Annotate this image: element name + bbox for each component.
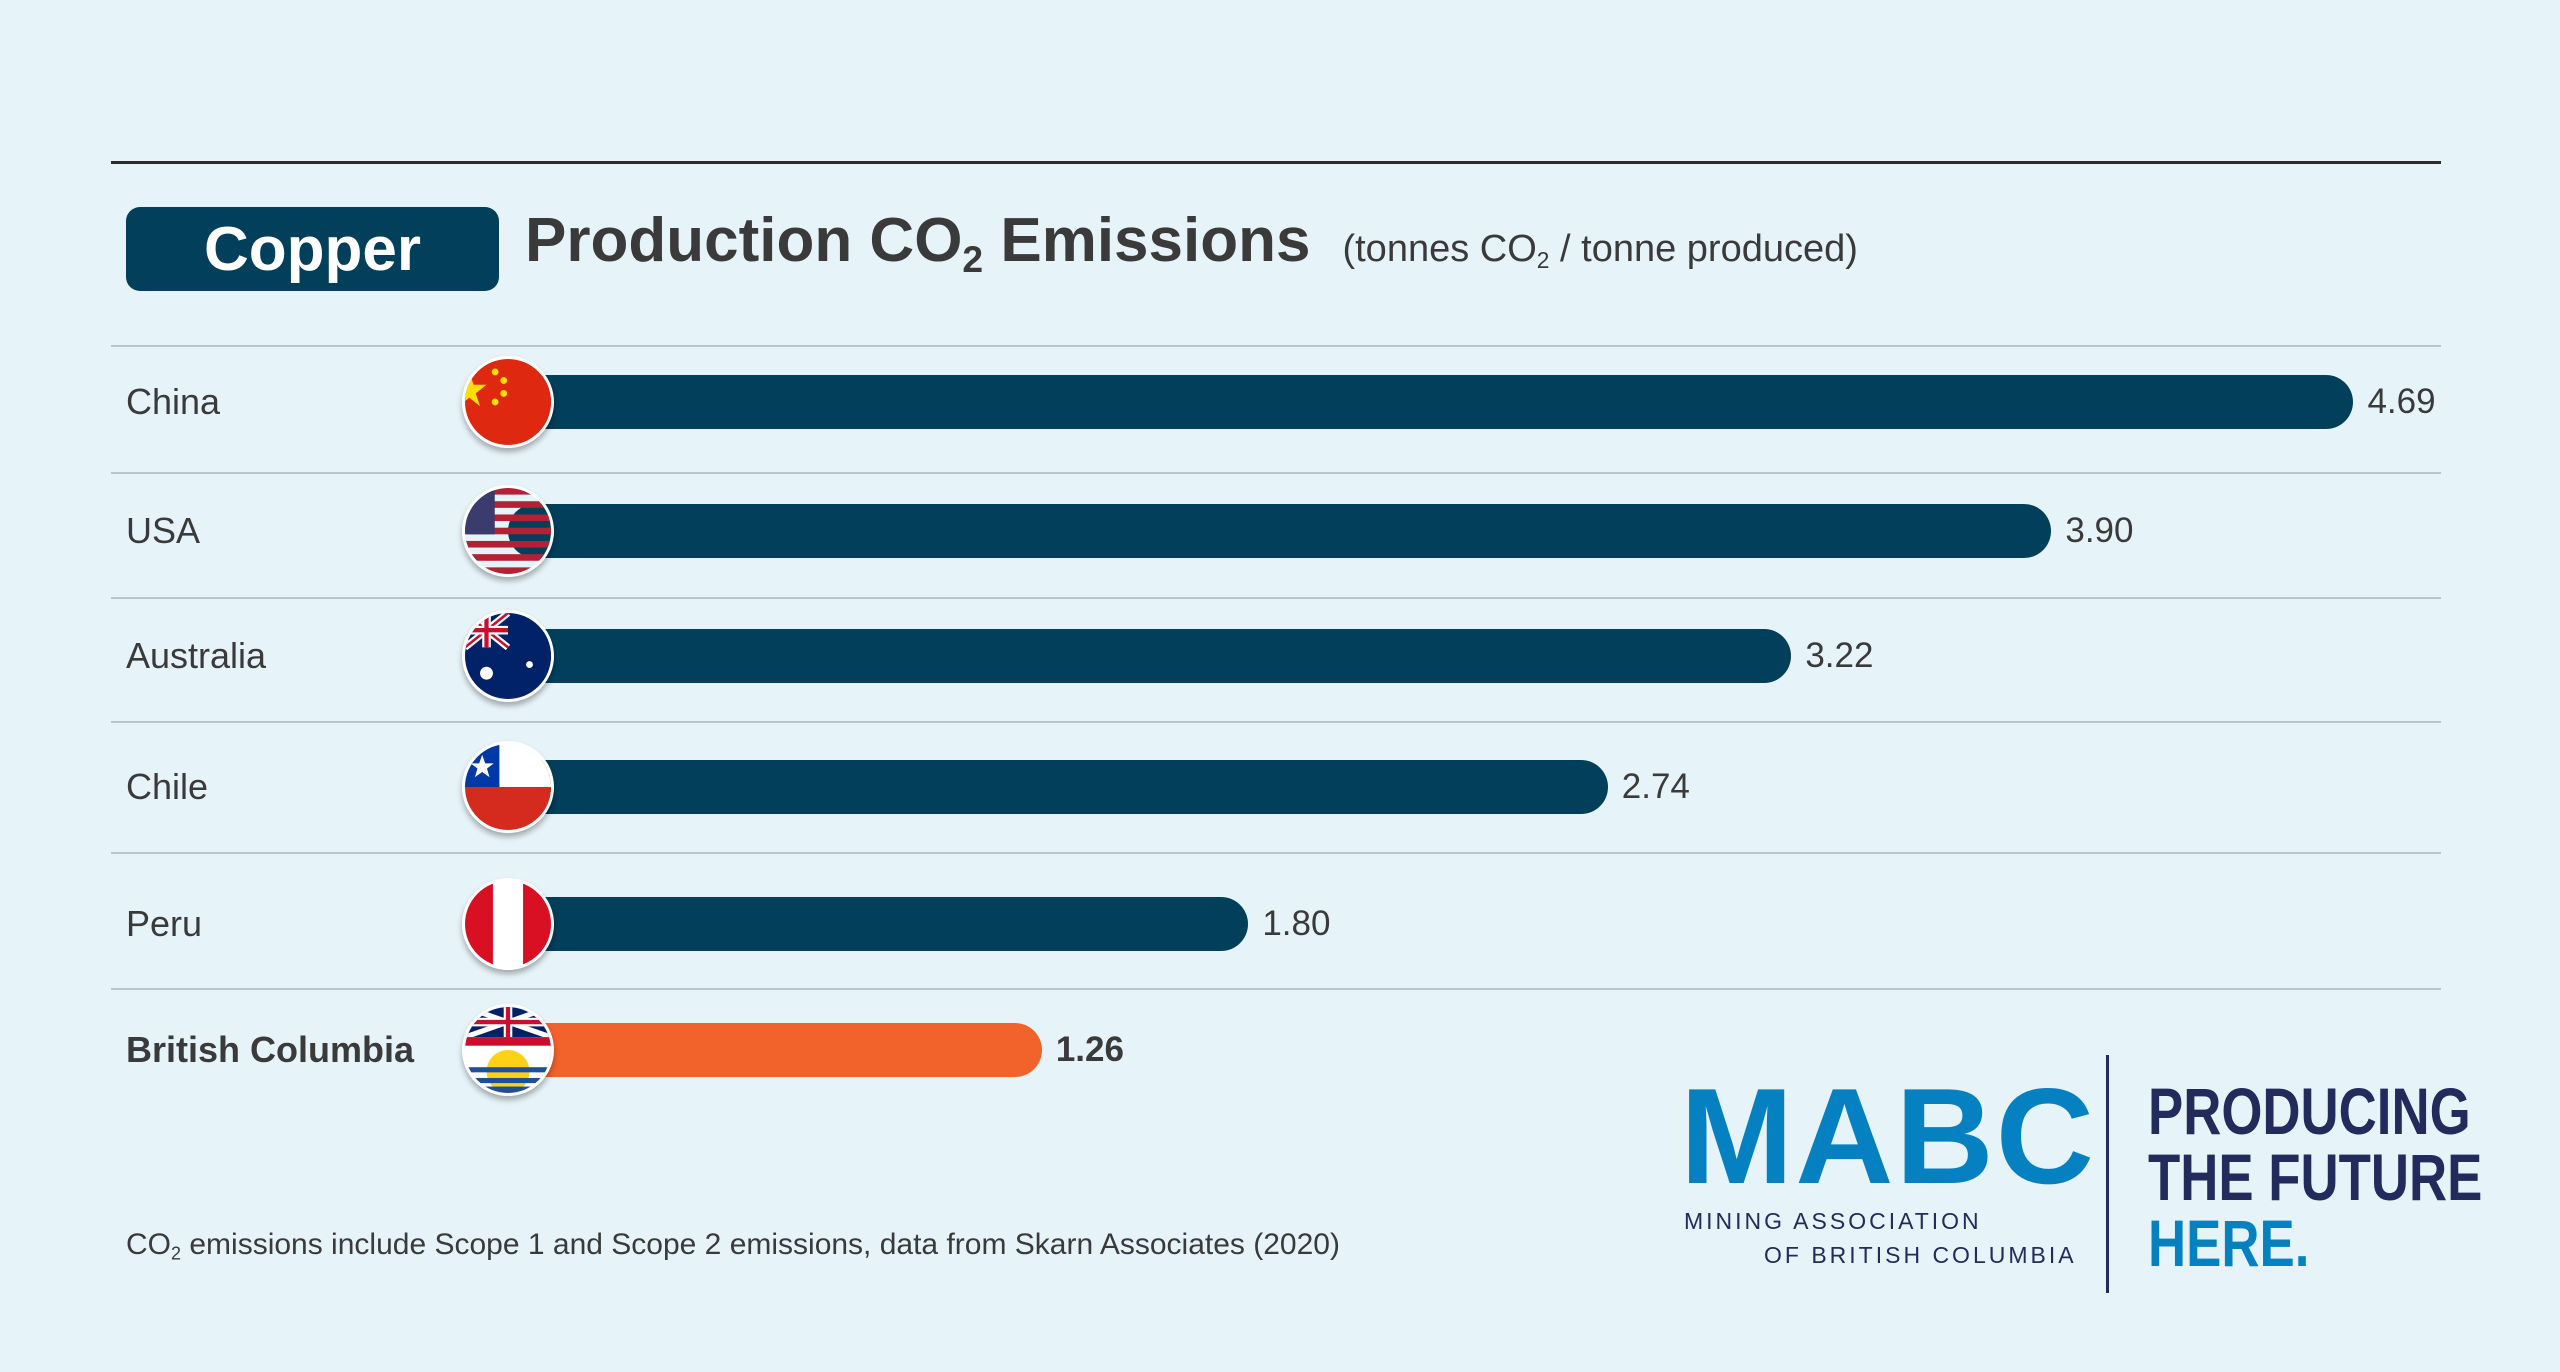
row-separator	[111, 721, 2441, 723]
value-label: 2.74	[1621, 767, 1690, 806]
row-separator	[111, 345, 2441, 347]
top-rule	[111, 161, 2441, 164]
tagline-2: THE FUTURE	[2148, 1140, 2483, 1214]
footnote-sub: 2	[171, 1243, 182, 1264]
bar	[508, 897, 1249, 951]
bar	[508, 375, 2354, 429]
logo-line-2: OF BRITISH COLUMBIA	[1764, 1242, 2077, 1268]
australia-flag-icon	[462, 610, 554, 702]
title-post: Emissions	[983, 206, 1311, 275]
chart-units: (tonnes CO2 / tonne produced)	[1342, 228, 1857, 274]
logo-divider	[2106, 1055, 2109, 1293]
units-pre: (tonnes CO	[1342, 228, 1537, 270]
row-separator	[111, 597, 2441, 599]
row-separator	[111, 472, 2441, 474]
category-label: Peru	[126, 903, 203, 944]
title-sub: 2	[962, 238, 984, 281]
tagline-3: HERE.	[2148, 1206, 2310, 1280]
footnote: CO2 emissions include Scope 1 and Scope …	[126, 1228, 1340, 1264]
category-label: China	[126, 381, 221, 422]
value-label: 1.26	[1055, 1030, 1124, 1069]
units-post: / tonne produced)	[1549, 228, 1858, 270]
value-label: 3.22	[1805, 636, 1874, 675]
peru-flag-icon	[462, 878, 554, 970]
row-separator	[111, 852, 2441, 854]
chile-flag-icon	[462, 741, 554, 833]
category-label: British Columbia	[126, 1029, 415, 1070]
units-sub: 2	[1536, 246, 1550, 273]
footnote-post: emissions include Scope 1 and Scope 2 em…	[181, 1228, 1340, 1261]
material-badge: Copper	[126, 207, 499, 291]
title-pre: Production CO	[525, 206, 963, 275]
bc-flag-icon	[462, 1004, 554, 1096]
logo-line-1: MINING ASSOCIATION	[1684, 1208, 1982, 1234]
footnote-pre: CO	[126, 1228, 171, 1261]
value-label: 4.69	[2367, 382, 2436, 421]
category-label: Chile	[126, 766, 209, 807]
category-label: Australia	[126, 635, 267, 676]
bar	[508, 760, 1608, 814]
chart-title: Production CO2 Emissions	[525, 205, 1310, 281]
bar	[508, 504, 2052, 558]
china-flag-icon	[462, 356, 554, 448]
value-label: 1.80	[1262, 904, 1331, 943]
bar	[508, 1023, 1042, 1077]
title-row: Production CO2 Emissions (tonnes CO2 / t…	[525, 205, 1858, 281]
category-label: USA	[126, 510, 201, 551]
usa-flag-icon	[462, 485, 554, 577]
tagline-1: PRODUCING	[2148, 1074, 2471, 1148]
row-separator	[111, 988, 2441, 990]
value-label: 3.90	[2065, 511, 2134, 550]
bar	[508, 629, 1792, 683]
mabc-logo: MABC	[1680, 1060, 2096, 1212]
